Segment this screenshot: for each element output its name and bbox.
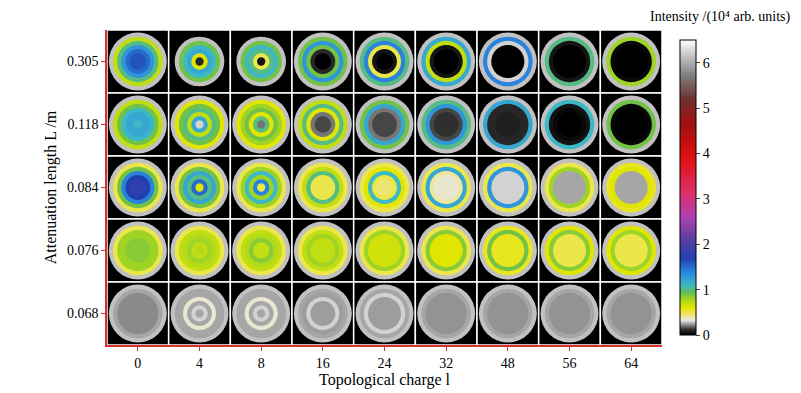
svg-text:Topological charge l: Topological charge l — [319, 371, 451, 389]
svg-text:2: 2 — [703, 237, 710, 252]
svg-text:0.118: 0.118 — [67, 117, 98, 132]
svg-text:16: 16 — [316, 356, 330, 371]
svg-text:5: 5 — [703, 101, 710, 116]
svg-text:32: 32 — [439, 356, 453, 371]
svg-text:64: 64 — [624, 356, 638, 371]
svg-text:Intensity /(10⁴ arb. units): Intensity /(10⁴ arb. units) — [650, 9, 791, 25]
svg-text:24: 24 — [378, 356, 392, 371]
svg-text:4: 4 — [196, 356, 203, 371]
svg-text:1: 1 — [703, 283, 710, 298]
svg-text:0: 0 — [134, 356, 141, 371]
svg-text:0: 0 — [703, 328, 710, 343]
svg-text:3: 3 — [703, 192, 710, 207]
svg-text:0.068: 0.068 — [67, 306, 99, 321]
svg-text:Attenuation length L /m: Attenuation length L /m — [42, 110, 60, 264]
svg-text:56: 56 — [563, 356, 577, 371]
svg-text:0.084: 0.084 — [67, 180, 99, 195]
svg-text:48: 48 — [501, 356, 515, 371]
svg-text:6: 6 — [703, 56, 710, 71]
svg-text:4: 4 — [703, 146, 710, 161]
svg-text:0.305: 0.305 — [67, 54, 99, 69]
svg-text:8: 8 — [258, 356, 265, 371]
svg-text:0.076: 0.076 — [67, 243, 99, 258]
